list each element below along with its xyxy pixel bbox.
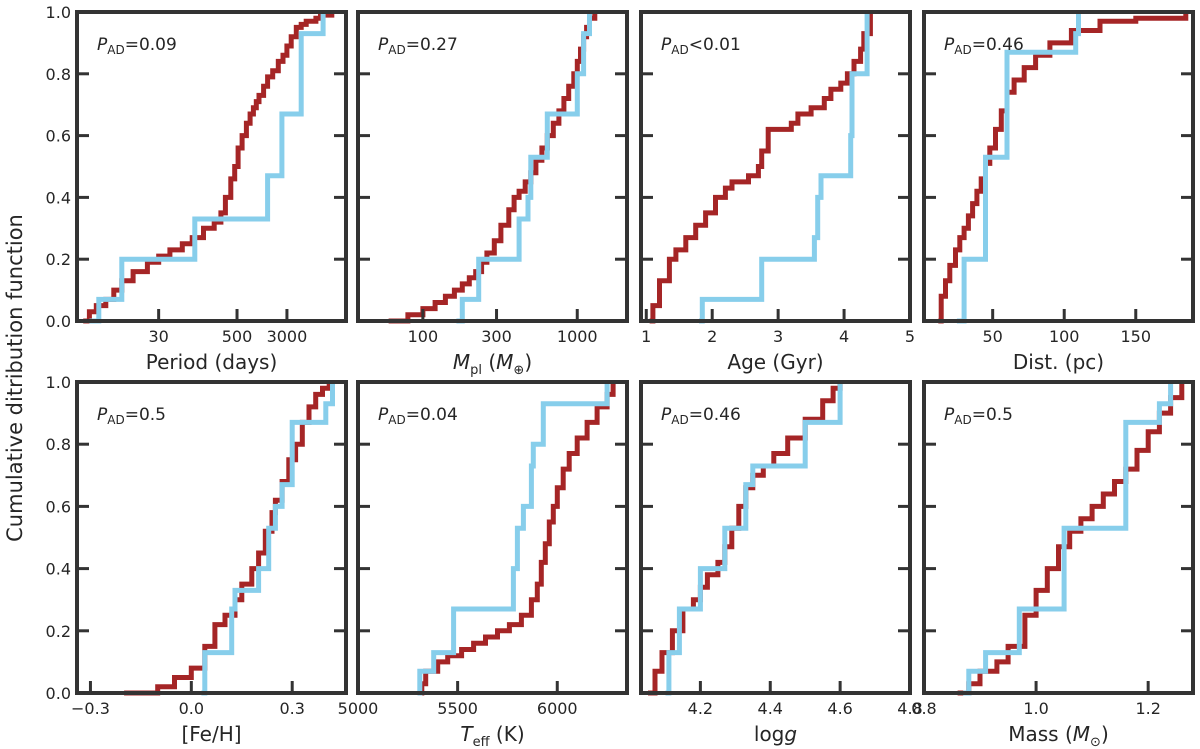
series-sample-a-line xyxy=(124,382,332,696)
x-tick-label: 4.8 xyxy=(897,699,922,718)
panel-frame xyxy=(922,10,1195,323)
series-sample-a-line xyxy=(417,382,616,696)
series-sample-a-line xyxy=(388,12,598,324)
panel-6: 5000 5500 6000 Teff (K) PAD=0.04 xyxy=(338,380,629,749)
panel-frame xyxy=(356,380,629,695)
p-ad-annotation: PAD=0.46 xyxy=(661,405,741,427)
y-tick-label: 0.0 xyxy=(46,684,71,703)
p-ad-annotation: PAD=0.04 xyxy=(378,405,458,427)
p-ad-annotation: PAD=0.27 xyxy=(378,35,458,57)
x-tick-label: 2 xyxy=(707,327,717,346)
x-tick-label: 1000 xyxy=(557,327,598,346)
x-tick-label: 100 xyxy=(408,327,439,346)
series-sample-a-line xyxy=(83,12,335,324)
panel-frame xyxy=(356,10,629,323)
y-tick-label: 1.0 xyxy=(46,3,71,22)
x-tick-label: 3 xyxy=(773,327,783,346)
x-axis-label: Age (Gyr) xyxy=(727,350,823,374)
series-sample-a-line xyxy=(649,12,873,324)
x-tick-label: 300 xyxy=(481,327,512,346)
x-tick-label: 4.2 xyxy=(688,699,713,718)
y-tick-label: 0.2 xyxy=(46,250,71,269)
panel-8: 0.8 1.0 1.2 Mass (M⊙) PAD=0.5 xyxy=(911,380,1195,749)
series-sample-b-line xyxy=(665,382,843,696)
x-tick-label: 0.0 xyxy=(179,699,204,718)
x-tick-label: 3000 xyxy=(267,327,308,346)
p-ad-annotation: PAD=0.5 xyxy=(944,405,1013,427)
panel-4: 50 100 150 Dist. (pc) PAD=0.46 xyxy=(922,10,1195,374)
series-sample-b-line xyxy=(417,382,610,696)
panel-1: 0.0 0.2 0.4 0.6 0.8 1.0 30 500 3000 Period (days)… xyxy=(46,3,348,374)
x-tick-label: 30 xyxy=(148,327,168,346)
panel-frame xyxy=(639,380,912,695)
y-tick-label: 0.6 xyxy=(46,497,71,516)
panel-frame xyxy=(639,10,912,323)
series-sample-b-line xyxy=(963,382,1174,696)
series-sample-b-line xyxy=(956,12,1081,324)
panel-7: 4.2 4.4 4.6 4.8 logg PAD=0.46 xyxy=(639,380,923,746)
x-tick-label: −0.3 xyxy=(71,699,110,718)
x-tick-label: 500 xyxy=(222,327,253,346)
y-tick-label: 0.6 xyxy=(46,127,71,146)
panel-frame xyxy=(75,10,348,323)
panel-frame xyxy=(75,380,348,695)
x-axis-label: Teff (K) xyxy=(460,722,524,749)
x-axis-label: Mass (M⊙) xyxy=(1008,722,1109,749)
x-tick-label: 4.4 xyxy=(758,699,783,718)
x-tick-label: 1.0 xyxy=(1023,699,1048,718)
x-tick-label: 150 xyxy=(1120,327,1151,346)
x-tick-label: 5 xyxy=(905,327,915,346)
panel-5: 0.00.20.40.60.81.0−0.3 0.0 0.3[Fe/H]PAD=0.… xyxy=(46,373,348,746)
panel-2: 100 300 1000 Mpl (M⊕) PAD=0.27 xyxy=(356,10,629,378)
series-sample-a-line xyxy=(957,382,1185,696)
x-axis-label: Mpl (M⊕) xyxy=(453,350,532,378)
x-axis-label: Dist. (pc) xyxy=(1013,350,1104,374)
p-ad-annotation: PAD=0.46 xyxy=(944,35,1024,57)
y-tick-label: 0.4 xyxy=(46,188,71,207)
series-sample-b-line xyxy=(456,12,592,324)
series-sample-a-line xyxy=(648,382,843,696)
x-tick-label: 1 xyxy=(641,327,651,346)
y-tick-label: 0.0 xyxy=(46,312,71,331)
figure-y-axis-label: Cumulative ditribution function xyxy=(3,214,27,542)
p-ad-annotation: PAD<0.01 xyxy=(661,35,741,57)
y-tick-label: 0.8 xyxy=(46,435,71,454)
series-sample-a-line xyxy=(938,12,1189,324)
x-tick-label: 50 xyxy=(983,327,1003,346)
series-sample-b-line xyxy=(699,12,870,324)
x-tick-label: 5000 xyxy=(338,699,379,718)
y-tick-label: 1.0 xyxy=(46,373,71,392)
y-tick-label: 0.2 xyxy=(46,622,71,641)
x-tick-label: 0.3 xyxy=(279,699,304,718)
x-tick-label: 5500 xyxy=(437,699,478,718)
y-tick-label: 0.4 xyxy=(46,560,71,579)
panel-3: 1 2 3 4 5 Age (Gyr) PAD<0.01 xyxy=(639,10,915,374)
x-axis-label: logg xyxy=(754,722,797,746)
y-tick-label: 0.8 xyxy=(46,65,71,84)
x-axis-label: [Fe/H] xyxy=(181,722,241,746)
x-axis-label: Period (days) xyxy=(146,350,278,374)
x-tick-label: 0.8 xyxy=(911,699,936,718)
x-tick-label: 1.2 xyxy=(1135,699,1160,718)
x-tick-label: 6000 xyxy=(537,699,578,718)
panel-frame xyxy=(922,380,1195,695)
p-ad-annotation: PAD=0.5 xyxy=(97,405,166,427)
x-tick-label: 4.6 xyxy=(827,699,852,718)
series-sample-b-line xyxy=(201,382,335,696)
series-sample-b-line xyxy=(89,12,326,324)
x-tick-label: 4 xyxy=(839,327,849,346)
x-tick-label: 100 xyxy=(1049,327,1080,346)
p-ad-annotation: PAD=0.09 xyxy=(97,35,177,57)
